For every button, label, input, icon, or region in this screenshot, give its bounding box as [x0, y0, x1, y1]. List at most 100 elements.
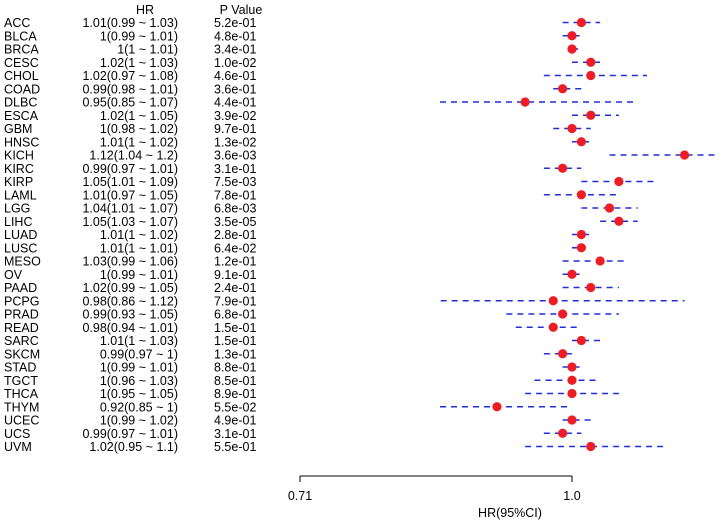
row-hr-ci: 1(0.98 ~ 1.02) — [100, 122, 178, 136]
x-axis-label: HR(95%CI) — [478, 506, 542, 520]
row-hr-ci: 1.12(1.04 ~ 1.2) — [89, 149, 178, 163]
row-pvalue: 3.5e-05 — [214, 215, 256, 229]
row-label: DLBC — [4, 96, 37, 110]
row-hr-ci: 1.02(1 ~ 1.03) — [100, 56, 178, 70]
hr-point — [567, 375, 577, 385]
row-hr-ci: 1.01(1 ~ 1.02) — [100, 135, 178, 149]
hr-point — [567, 388, 577, 399]
row-label: READ — [4, 321, 39, 335]
plot-marks-group — [440, 17, 718, 452]
hr-point — [586, 57, 596, 67]
hr-point — [576, 137, 586, 147]
hr-point — [548, 322, 558, 332]
row-pvalue: 3.4e-01 — [214, 43, 256, 57]
x-tick-label: 1.0 — [563, 489, 580, 503]
row-pvalue: 3.6e-03 — [214, 149, 256, 163]
hr-point — [558, 349, 568, 359]
hr-point — [586, 110, 596, 120]
hr-point — [576, 229, 586, 240]
row-label: SARC — [4, 334, 39, 348]
row-label: UCEC — [4, 414, 39, 428]
row-pvalue: 3.1e-01 — [214, 427, 256, 441]
row-hr-ci: 0.99(0.97 ~ 1.01) — [82, 427, 178, 441]
hr-point — [614, 216, 624, 226]
row-label: MESO — [4, 255, 41, 269]
hr-point — [567, 44, 577, 54]
row-label: CESC — [4, 56, 39, 70]
hr-point — [576, 17, 586, 28]
row-pvalue: 5.5e-01 — [214, 440, 256, 454]
row-label: LGG — [4, 202, 30, 216]
row-pvalue: 5.2e-01 — [214, 16, 256, 30]
row-pvalue: 9.7e-01 — [214, 122, 256, 136]
hr-point — [586, 441, 596, 452]
row-hr-ci: 1.01(0.97 ~ 1.05) — [82, 188, 178, 202]
row-label: THYM — [4, 400, 39, 414]
hr-column-header: HR — [136, 3, 154, 17]
row-label: KICH — [4, 149, 34, 163]
row-label: PCPG — [4, 294, 39, 308]
hr-point — [567, 415, 577, 425]
hr-point — [548, 296, 558, 306]
row-label: CHOL — [4, 69, 39, 83]
row-hr-ci: 0.98(0.94 ~ 1.01) — [82, 321, 178, 335]
row-pvalue: 3.1e-01 — [214, 162, 256, 176]
hr-point — [614, 176, 624, 187]
hr-point — [679, 150, 690, 160]
row-label: ACC — [4, 16, 30, 30]
hr-point — [576, 243, 586, 253]
row-hr-ci: 0.99(0.93 ~ 1.05) — [82, 308, 178, 322]
row-pvalue: 4.8e-01 — [214, 29, 256, 43]
row-pvalue: 7.9e-01 — [214, 294, 256, 308]
row-hr-ci: 1.01(1 ~ 1.02) — [100, 228, 178, 242]
row-hr-ci: 0.99(0.97 ~ 1.01) — [82, 162, 178, 176]
row-labels-group: ACC 1.01(0.99 ~ 1.03) 5.2e-01 BLCA 1(0.99 ~ … — [4, 16, 256, 454]
row-label: PAAD — [4, 281, 37, 295]
row-hr-ci: 1(0.99 ~ 1.02) — [100, 414, 178, 428]
hr-point — [558, 163, 568, 173]
row-hr-ci: 1.02(0.99 ~ 1.05) — [82, 281, 178, 295]
row-label: HNSC — [4, 135, 39, 149]
row-hr-ci: 1.05(1.01 ~ 1.09) — [82, 175, 178, 189]
x-tick-label: 0.71 — [288, 489, 312, 503]
hr-point — [604, 203, 615, 213]
row-pvalue: 1.5e-01 — [214, 321, 256, 335]
hr-point — [567, 362, 577, 372]
hr-point — [558, 309, 568, 319]
row-label: GBM — [4, 122, 32, 136]
row-label: UCS — [4, 427, 30, 441]
hr-point — [567, 123, 577, 134]
hr-point — [567, 269, 577, 279]
row-hr-ci: 1(0.99 ~ 1.01) — [100, 268, 178, 282]
row-label: STAD — [4, 361, 36, 375]
row-pvalue: 1.0e-02 — [214, 56, 256, 70]
row-pvalue: 3.9e-02 — [214, 109, 256, 123]
row-hr-ci: 1.02(0.95 ~ 1.1) — [89, 440, 178, 454]
row-label: KIRC — [4, 162, 34, 176]
row-hr-ci: 1(0.99 ~ 1.01) — [100, 361, 178, 375]
row-pvalue: 2.8e-01 — [214, 228, 256, 242]
row-label: LUAD — [4, 228, 37, 242]
row-label: THCA — [4, 387, 39, 401]
row-pvalue: 6.8e-03 — [214, 202, 256, 216]
row-hr-ci: 1.01(0.99 ~ 1.03) — [82, 16, 178, 30]
row-label: OV — [4, 268, 23, 282]
row-label: BLCA — [4, 29, 37, 43]
hr-point — [567, 31, 577, 41]
row-hr-ci: 1(0.95 ~ 1.05) — [100, 387, 178, 401]
row-hr-ci: 1.02(1 ~ 1.05) — [100, 109, 178, 123]
row-pvalue: 6.8e-01 — [214, 308, 256, 322]
row-label: PRAD — [4, 308, 39, 322]
row-pvalue: 7.8e-01 — [214, 188, 256, 202]
row-pvalue: 1.2e-01 — [214, 255, 256, 269]
row-pvalue: 4.6e-01 — [214, 69, 256, 83]
row-hr-ci: 1.05(1.03 ~ 1.07) — [82, 215, 178, 229]
row-pvalue: 8.5e-01 — [214, 374, 256, 388]
row-label: BRCA — [4, 43, 39, 57]
row-label: ESCA — [4, 109, 39, 123]
row-hr-ci: 1.01(1 ~ 1.01) — [100, 241, 178, 255]
hr-point — [586, 282, 596, 293]
row-hr-ci: 1.02(0.97 ~ 1.08) — [82, 69, 178, 83]
row-hr-ci: 1.01(1 ~ 1.03) — [100, 334, 178, 348]
row-hr-ci: 0.98(0.86 ~ 1.12) — [82, 294, 178, 308]
